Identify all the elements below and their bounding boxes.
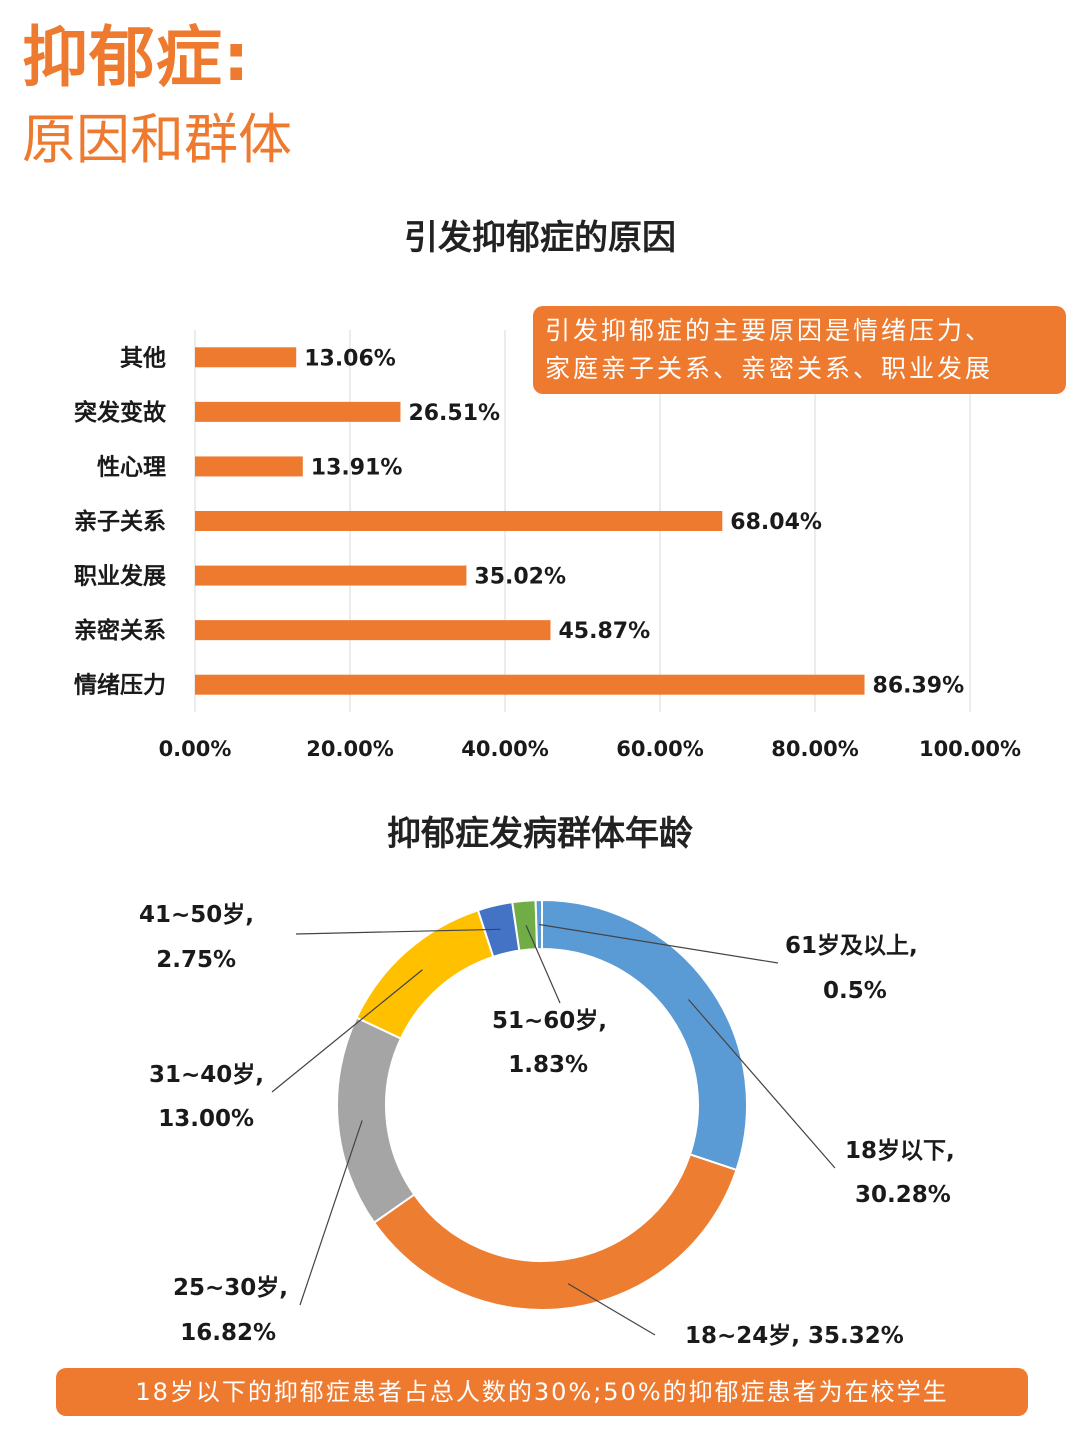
slice-value-label: 1.83% — [508, 1052, 588, 1078]
slice-value-label: 16.82% — [180, 1320, 276, 1346]
bar — [195, 565, 467, 586]
x-tick-label: 60.00% — [616, 737, 703, 761]
leader-line — [299, 1120, 363, 1306]
leader-line — [539, 923, 779, 964]
slice-name-label: 41~50岁, — [139, 901, 254, 928]
y-category-label: 职业发展 — [74, 563, 166, 590]
y-category-label: 亲子关系 — [74, 508, 166, 535]
slice-name-label: 31~40岁, — [149, 1061, 264, 1088]
donut-slice — [534, 898, 543, 951]
donut-slice — [541, 898, 748, 1172]
x-tick-label: 80.00% — [771, 737, 858, 761]
leader-line — [688, 999, 836, 1169]
bar — [195, 456, 303, 477]
y-category-label: 情绪压力 — [74, 672, 166, 699]
bar-chart-callout: 引发抑郁症的主要原因是情绪压力、 家庭亲子关系、亲密关系、职业发展 — [533, 306, 1066, 394]
slice-name-label: 61岁及以上, — [785, 932, 918, 959]
page-subtitle: 原因和群体 — [22, 108, 292, 171]
footer-callout: 18岁以下的抑郁症患者占总人数的30%;50%的抑郁症患者为在校学生 — [56, 1368, 1028, 1416]
donut-slice — [335, 1016, 416, 1225]
slice-name-label: 51~60岁, — [492, 1007, 607, 1034]
bar — [195, 620, 551, 641]
bar-data-label: 86.39% — [873, 674, 965, 699]
donut-slice — [372, 1153, 738, 1311]
x-tick-label: 20.00% — [306, 737, 393, 761]
x-tick-label: 0.00% — [159, 737, 232, 761]
leader-line — [525, 924, 561, 1004]
bar — [195, 347, 297, 368]
bar-callout-line-2: 家庭亲子关系、亲密关系、职业发展 — [545, 354, 994, 383]
bar — [195, 401, 401, 422]
x-tick-label: 40.00% — [461, 737, 548, 761]
bar-data-label: 68.04% — [730, 510, 822, 535]
slice-name-label: 25~30岁, — [173, 1274, 288, 1301]
slice-name-label: 18岁以下, — [845, 1137, 955, 1164]
leader-line — [295, 928, 501, 935]
bar-callout-line-1: 引发抑郁症的主要原因是情绪压力、 — [545, 316, 994, 345]
slice-value-label: 0.5% — [823, 978, 887, 1004]
slice-value-label: 13.00% — [158, 1106, 254, 1132]
y-category-label: 亲密关系 — [74, 617, 166, 644]
y-category-label: 其他 — [120, 345, 166, 371]
leader-line — [567, 1283, 656, 1336]
slice-name-label: 18~24岁, 35.32% — [685, 1322, 904, 1349]
slice-value-label: 2.75% — [156, 947, 236, 973]
bar-data-label: 13.91% — [311, 455, 403, 480]
x-tick-label: 100.00% — [919, 737, 1021, 761]
bar-data-label: 26.51% — [408, 401, 500, 426]
bar — [195, 511, 723, 531]
donut-chart-title: 抑郁症发病群体年龄 — [387, 814, 693, 854]
y-category-label: 突发变故 — [74, 399, 166, 426]
bar-chart: 0.00% 20.00% 40.00% 60.00% 80.00% 100.00% 其他 13… — [74, 330, 1021, 761]
bar — [195, 674, 865, 695]
bar-data-label: 35.02% — [474, 565, 566, 590]
bar-data-label: 45.87% — [558, 619, 650, 644]
bar-data-label: 13.06% — [304, 346, 396, 371]
bar-chart-title: 引发抑郁症的原因 — [404, 218, 676, 258]
leader-line — [271, 969, 423, 1093]
page-title: 抑郁症: — [22, 19, 251, 96]
y-category-label: 性心理 — [97, 454, 166, 480]
slice-value-label: 30.28% — [855, 1182, 951, 1208]
